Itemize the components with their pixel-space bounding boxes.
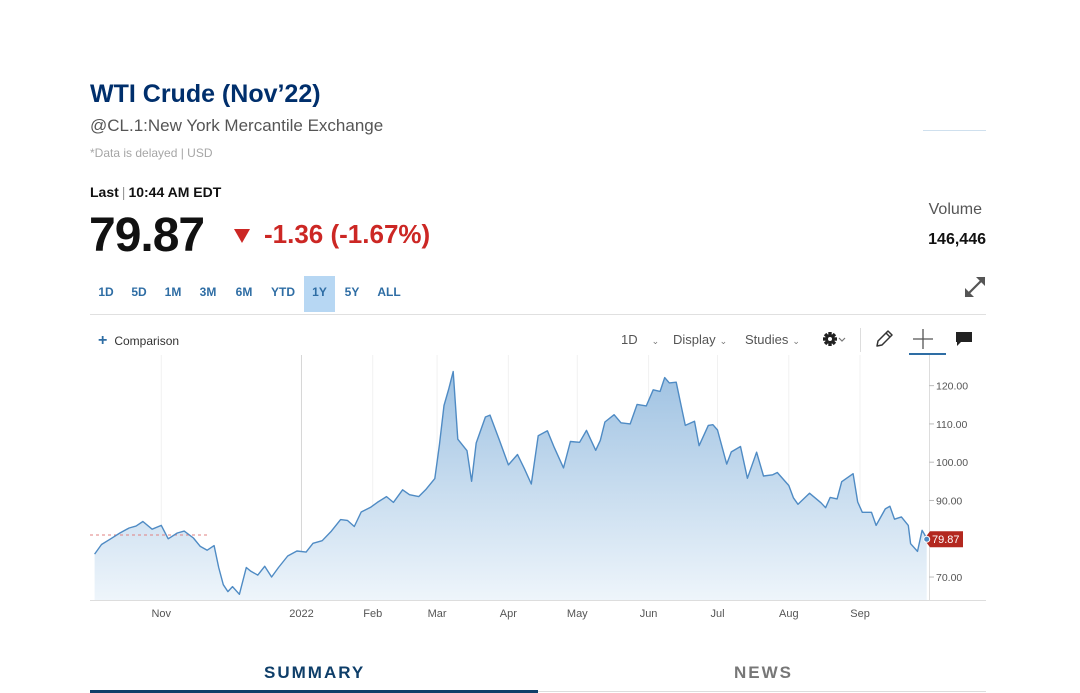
y-tick-label: 100.00 — [936, 457, 968, 469]
comparison-button[interactable]: + Comparison — [98, 332, 179, 350]
tab-news[interactable]: NEWS — [734, 663, 793, 682]
y-axis-ticks: 70.00 90.00 100.00 110.00 120.00 — [929, 381, 968, 584]
range-5d[interactable]: 5D — [131, 285, 147, 299]
price-area — [94, 371, 927, 600]
display-dropdown[interactable]: Display ⌄ — [673, 331, 727, 347]
chart-toolbar: + Comparison 1D ⌄ Display ⌄ Studies ⌄ — [0, 322, 1080, 358]
exchange-subtitle: @CL.1:New York Mercantile Exchange — [90, 116, 384, 135]
range-1y[interactable]: 1Y — [304, 276, 335, 312]
x-tick-label: Nov — [151, 608, 171, 620]
tab-summary[interactable]: SUMMARY — [264, 663, 366, 682]
last-time: 10:44 AM EDT — [128, 184, 222, 200]
comment-icon[interactable] — [951, 326, 977, 352]
y-tick-label: 110.00 — [936, 419, 967, 431]
price-line — [94, 370, 928, 595]
quote-title: WTI Crude (Nov’22) — [90, 80, 321, 108]
range-1m[interactable]: 1M — [164, 285, 182, 299]
tab-active-underline — [90, 690, 538, 693]
range-ytd[interactable]: YTD — [271, 285, 295, 299]
x-tick-label: Mar — [428, 608, 447, 620]
last-row: Last | 10:44 AM EDT — [90, 184, 221, 200]
x-tick-label: 2022 — [289, 608, 313, 620]
price-change: -1.36 (-1.67%) — [234, 219, 430, 250]
studies-label: Studies — [745, 331, 789, 347]
range-6m[interactable]: 6M — [235, 285, 253, 299]
crosshair-icon[interactable] — [910, 326, 936, 352]
x-tick-label: Jun — [640, 608, 658, 620]
y-tick-label: 90.00 — [936, 495, 962, 507]
display-label: Display — [673, 331, 716, 347]
expand-icon[interactable] — [962, 274, 988, 300]
chevron-down-icon: ⌄ — [651, 336, 660, 346]
x-tick-label: Sep — [850, 608, 870, 620]
interval-dropdown[interactable]: 1D ⌄ — [621, 331, 659, 347]
price-chart[interactable]: 70.00 90.00 100.00 110.00 120.00 Nov 2022 Feb M… — [90, 355, 986, 625]
delay-note: *Data is delayed | USD — [90, 146, 213, 160]
last-label: Last — [90, 184, 119, 200]
current-price-marker: 79.87 — [923, 531, 963, 548]
down-triangle-icon — [234, 228, 250, 243]
interval-label: 1D — [621, 331, 638, 347]
range-all[interactable]: ALL — [377, 285, 401, 299]
gear-icon[interactable] — [820, 326, 846, 352]
current-price-label: 79.87 — [932, 534, 960, 546]
separator: | — [121, 184, 126, 200]
tab-underline-rest — [538, 691, 986, 692]
x-tick-label: Feb — [363, 608, 382, 620]
range-selector: 1D 5D 1M 3M 6M YTD 1Y 5Y ALL — [90, 276, 409, 312]
chevron-down-icon: ⌄ — [719, 336, 728, 346]
top-divider — [923, 130, 986, 131]
volume-label: Volume — [928, 201, 982, 218]
x-axis-ticks: Nov 2022 Feb Mar Apr May Jun Jul Aug Sep — [151, 608, 869, 620]
range-3m[interactable]: 3M — [199, 285, 217, 299]
bottom-tabs: SUMMARY NEWS — [90, 655, 986, 693]
x-tick-label: Jul — [710, 608, 724, 620]
active-tool-indicator — [909, 353, 946, 355]
current-price-flag — [924, 531, 963, 548]
last-price: 79.87 — [89, 209, 205, 262]
x-tick-label: May — [567, 608, 588, 620]
toolbar-separator — [860, 328, 861, 352]
range-1d[interactable]: 1D — [98, 285, 114, 299]
chevron-down-icon: ⌄ — [792, 336, 800, 346]
y-tick-label: 70.00 — [936, 572, 962, 584]
volume-value: 146,446 — [928, 231, 986, 248]
comparison-label: Comparison — [114, 334, 180, 348]
plus-icon: + — [98, 332, 108, 349]
pencil-icon[interactable] — [871, 326, 897, 352]
x-tick-label: Aug — [779, 608, 799, 620]
x-tick-label: Apr — [500, 608, 517, 620]
range-5y[interactable]: 5Y — [344, 285, 360, 299]
divider — [90, 314, 986, 315]
current-price-dot — [923, 535, 931, 543]
y-tick-label: 120.00 — [936, 381, 968, 393]
price-change-value: -1.36 (-1.67%) — [264, 219, 431, 249]
studies-dropdown[interactable]: Studies ⌄ — [745, 331, 800, 347]
